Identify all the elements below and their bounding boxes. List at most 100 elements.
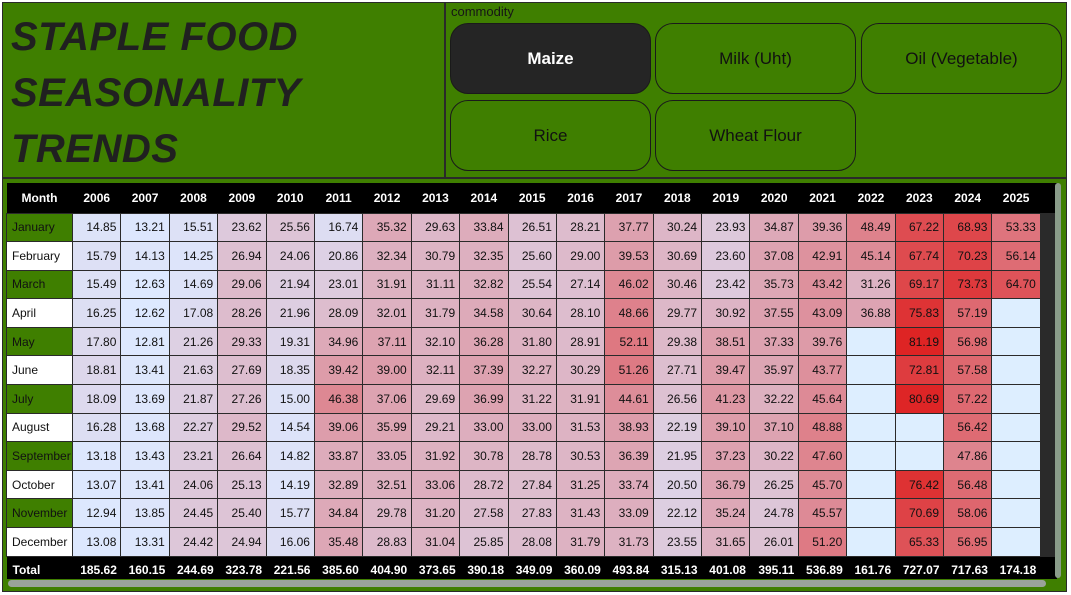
slicer-option-label: Milk (Uht) (719, 48, 792, 68)
column-header-year: 2012 (362, 183, 412, 213)
row-header-month: November (6, 498, 73, 529)
total-cell: 221.56 (266, 556, 315, 579)
matrix-cell-overflow (1039, 498, 1057, 529)
matrix-cell (991, 469, 1041, 500)
matrix-cell-overflow (1039, 326, 1057, 357)
matrix-cell: 24.06 (168, 469, 219, 500)
matrix-cell: 28.08 (507, 527, 557, 557)
matrix-cell: 36.88 (846, 298, 896, 328)
column-header-year: 2019 (701, 183, 750, 213)
matrix-cell: 36.28 (459, 326, 509, 357)
matrix-cell: 13.07 (71, 469, 122, 500)
matrix-cell: 32.82 (459, 269, 509, 300)
matrix-cell: 23.01 (313, 269, 364, 300)
matrix-cell: 30.22 (749, 441, 799, 471)
matrix-cell: 35.32 (362, 212, 412, 243)
column-header-year: 2022 (846, 183, 896, 213)
table-row: September 13.18 13.43 23.21 26.64 14.82 33.87 3… (6, 441, 1057, 471)
horizontal-scrollbar[interactable] (8, 580, 1046, 587)
matrix-cell: 58.06 (943, 498, 993, 529)
row-header-month: July (6, 384, 73, 414)
matrix-cell: 47.86 (943, 441, 993, 471)
row-header-month: December (6, 527, 73, 557)
column-header-year: 2025 (991, 183, 1041, 213)
matrix-cell: 27.26 (217, 384, 267, 414)
slicer-option-oil-vegetable[interactable]: Oil (Vegetable) (861, 23, 1062, 94)
matrix-cell: 23.93 (701, 212, 751, 243)
matrix-cell (991, 498, 1041, 529)
matrix-cell (991, 527, 1041, 557)
row-header-month: October (6, 469, 73, 500)
total-cell: 161.76 (846, 556, 896, 579)
slicer-option-milk-uht[interactable]: Milk (Uht) (655, 23, 856, 94)
total-cell: 244.69 (169, 556, 218, 579)
matrix-cell: 24.78 (749, 498, 799, 529)
matrix-cell: 30.24 (652, 212, 703, 243)
matrix-cell: 45.70 (797, 469, 848, 500)
header-row: Month 2006 2007 2008 2009 2010 2011 2012 2013 201… (6, 183, 1057, 213)
matrix-cell: 18.09 (71, 384, 122, 414)
matrix-cell: 22.12 (652, 498, 703, 529)
matrix-cell: 33.05 (362, 441, 412, 471)
row-header-month: April (6, 298, 73, 328)
matrix-cell: 39.10 (701, 412, 751, 443)
matrix-cell: 37.23 (701, 441, 751, 471)
matrix-cell: 30.64 (507, 298, 557, 328)
total-cell: 174.18 (991, 556, 1041, 579)
matrix-cell: 56.95 (943, 527, 993, 557)
matrix-cell: 32.35 (459, 241, 509, 271)
matrix-cell: 29.33 (217, 326, 267, 357)
matrix-cell: 57.22 (943, 384, 993, 414)
matrix-cell: 30.69 (652, 241, 703, 271)
slicer-option-rice[interactable]: Rice (450, 100, 651, 171)
matrix-cell: 15.77 (265, 498, 315, 529)
matrix-cell: 34.58 (459, 298, 509, 328)
matrix-cell: 26.56 (652, 384, 703, 414)
total-cell: 349.09 (508, 556, 557, 579)
slicer-option-maize[interactable]: Maize (450, 23, 651, 94)
total-cell: 373.65 (411, 556, 460, 579)
matrix-cell (991, 355, 1041, 386)
matrix-cell: 25.85 (459, 527, 509, 557)
slicer-option-label: Wheat Flour (709, 125, 802, 145)
matrix-cell: 56.98 (943, 326, 993, 357)
total-cell: 536.89 (798, 556, 847, 579)
matrix-cell: 33.84 (459, 212, 509, 243)
total-label: Total (6, 556, 73, 579)
matrix-cell: 73.73 (943, 269, 993, 300)
matrix-cell: 25.40 (217, 498, 267, 529)
matrix-cell: 37.33 (749, 326, 799, 357)
matrix-cell: 14.54 (265, 412, 315, 443)
matrix-cell: 28.72 (459, 469, 509, 500)
matrix-cell: 39.76 (797, 326, 848, 357)
matrix-cell: 20.86 (313, 241, 364, 271)
matrix-cell: 33.00 (459, 412, 509, 443)
matrix-cell: 43.77 (797, 355, 848, 386)
vertical-scrollbar[interactable] (1055, 183, 1061, 578)
matrix-cell: 12.94 (71, 498, 122, 529)
matrix-cell-overflow (1039, 269, 1057, 300)
matrix-cell: 14.19 (265, 469, 315, 500)
matrix-cell: 56.48 (943, 469, 993, 500)
matrix-cell: 37.08 (749, 241, 799, 271)
matrix-cell: 32.51 (362, 469, 412, 500)
matrix-cell: 14.25 (168, 241, 219, 271)
matrix-cell: 76.42 (894, 469, 945, 500)
total-cell: 395.11 (749, 556, 799, 579)
matrix-cell (991, 384, 1041, 414)
matrix-cell: 45.64 (797, 384, 848, 414)
slicer-option-wheat-flour[interactable]: Wheat Flour (655, 100, 856, 171)
matrix-cell (846, 469, 896, 500)
total-cell: 315.13 (653, 556, 702, 579)
matrix-cell: 15.51 (168, 212, 219, 243)
row-header-month: January (6, 212, 73, 243)
matrix-cell: 33.00 (507, 412, 557, 443)
matrix-cell: 29.77 (652, 298, 703, 328)
matrix-cell: 31.91 (555, 384, 606, 414)
column-header-year: 2006 (72, 183, 121, 213)
column-header-year: 2023 (895, 183, 944, 213)
matrix-cell: 38.51 (701, 326, 751, 357)
matrix-cell: 35.48 (313, 527, 364, 557)
matrix-cell: 26.25 (749, 469, 799, 500)
matrix-cell: 27.69 (217, 355, 267, 386)
